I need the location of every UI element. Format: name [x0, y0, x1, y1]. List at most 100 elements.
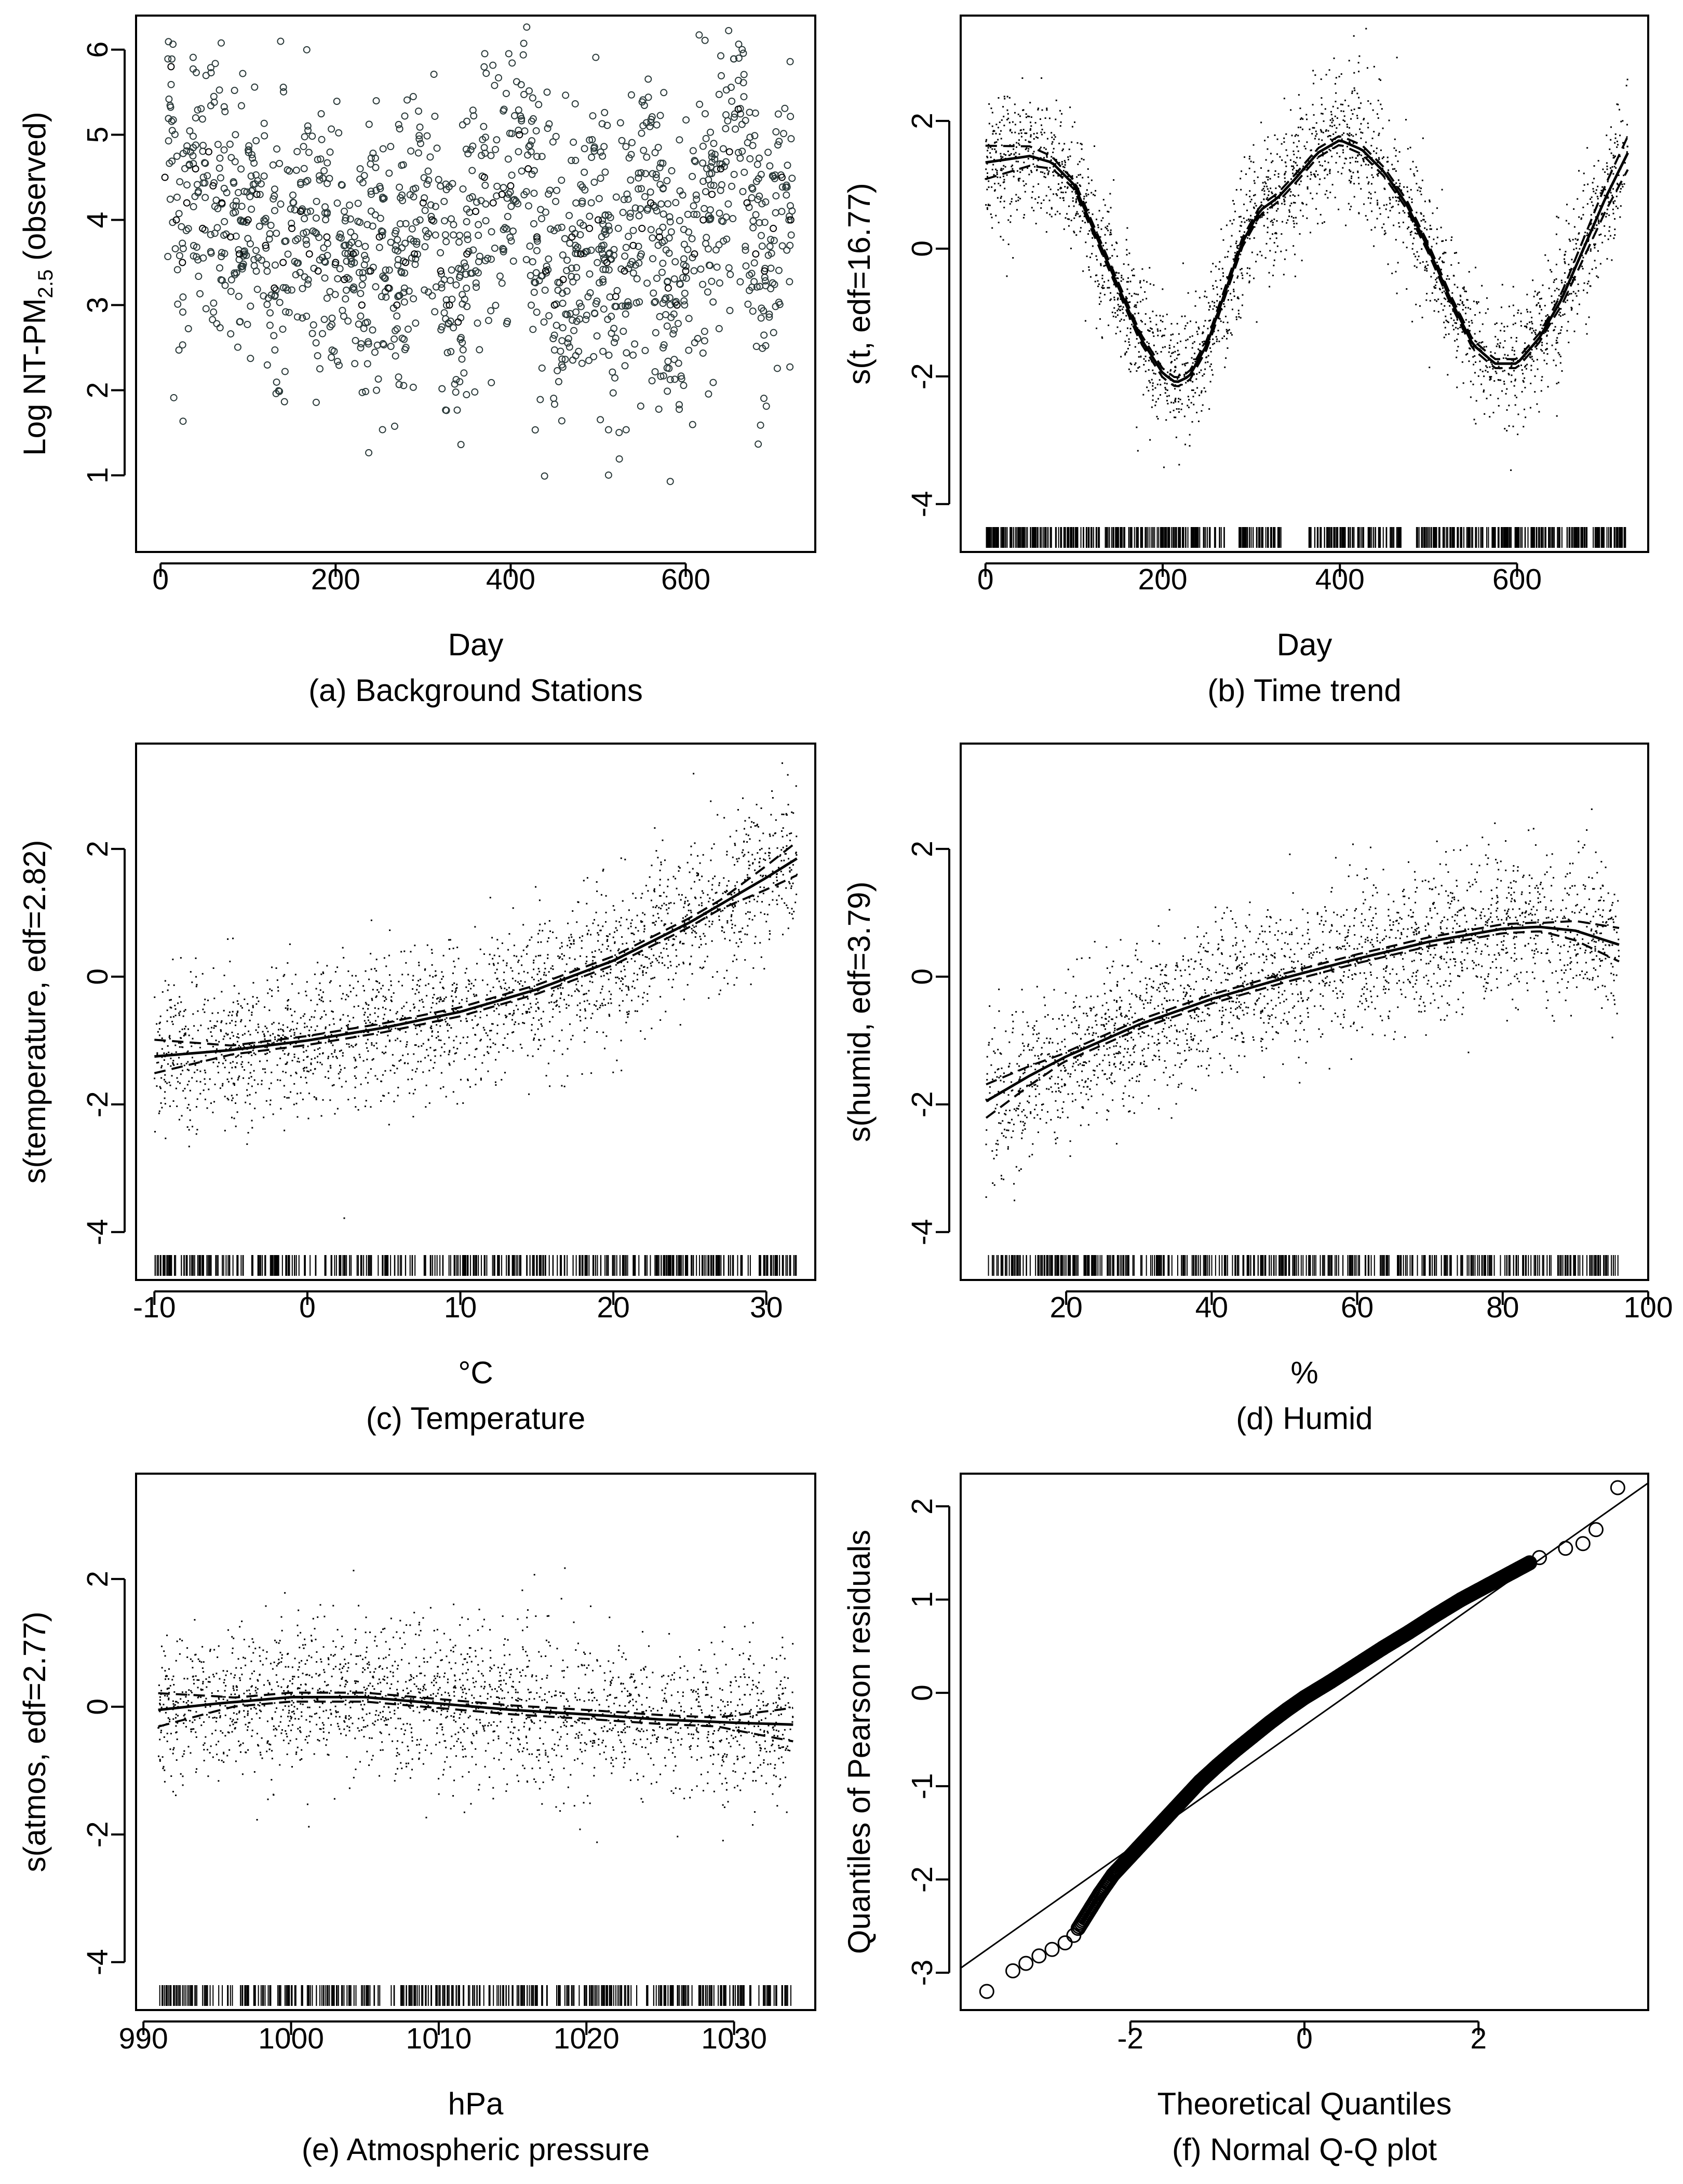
residual-dot [1096, 327, 1098, 329]
residual-dot [1302, 165, 1304, 167]
data-point [740, 168, 748, 176]
residual-dot [1502, 357, 1504, 359]
residual-dot [1011, 131, 1013, 133]
residual-dot [1596, 275, 1598, 277]
residual-dot [1115, 316, 1117, 318]
residual-dot [1048, 170, 1050, 172]
data-point [367, 160, 374, 168]
data-point [324, 159, 331, 167]
residual-dot [586, 877, 588, 879]
data-point [774, 141, 782, 149]
residual-dot [1307, 176, 1309, 178]
residual-dot [537, 990, 539, 992]
residual-dot [1022, 217, 1025, 219]
residual-dot [1416, 233, 1418, 235]
residual-dot [1551, 302, 1553, 304]
residual-dot [1176, 408, 1178, 410]
residual-dot [1420, 213, 1422, 215]
residual-dot [1421, 179, 1423, 181]
data-point [336, 230, 344, 238]
residual-dot [1389, 203, 1391, 205]
residual-dot [1108, 211, 1110, 213]
data-point [244, 320, 251, 328]
data-point [554, 224, 562, 232]
data-point [348, 238, 356, 246]
data-point [423, 132, 431, 140]
residual-dot [1514, 322, 1516, 325]
residual-dot [1053, 138, 1055, 140]
residual-dot [1016, 209, 1018, 211]
data-point [584, 293, 592, 301]
residual-dot [391, 996, 393, 998]
residual-dot [1545, 315, 1547, 317]
data-point [786, 58, 794, 65]
residual-dot [1137, 293, 1139, 295]
residual-dot [1223, 305, 1226, 307]
residual-dot [1031, 171, 1033, 173]
residual-dot [1590, 250, 1592, 252]
residual-dot [1191, 421, 1193, 423]
residual-dot [1473, 419, 1475, 421]
residual-dot [1491, 363, 1493, 365]
residual-dot [1173, 402, 1175, 404]
residual-dot [1335, 161, 1337, 164]
residual-dot [1054, 136, 1056, 138]
data-point [176, 252, 183, 260]
data-point [306, 207, 314, 215]
residual-dot [1177, 354, 1179, 356]
data-point [561, 235, 569, 242]
residual-dot [1583, 289, 1585, 291]
residual-dot [1441, 188, 1443, 191]
residual-dot [1332, 119, 1334, 122]
residual-dot [1178, 373, 1180, 375]
x-tick-label: 30 [750, 1291, 783, 1324]
residual-dot [1138, 342, 1140, 344]
residual-dot [1358, 97, 1360, 99]
data-point [333, 98, 341, 105]
data-point [474, 319, 481, 327]
data-point [192, 165, 199, 173]
data-point [304, 280, 312, 288]
residual-dot [1190, 402, 1192, 404]
residual-dot [1085, 193, 1087, 195]
data-point [256, 191, 264, 198]
residual-dot [1094, 145, 1096, 147]
residual-dot [1232, 258, 1234, 260]
residual-dot [1123, 319, 1125, 321]
residual-dot [1068, 218, 1070, 220]
residual-dot [1356, 92, 1358, 95]
residual-dot [1287, 219, 1289, 221]
residual-dot [994, 189, 996, 191]
data-point [168, 117, 176, 125]
residual-dot [1149, 283, 1151, 285]
residual-dot [1277, 208, 1279, 210]
residual-dot [1238, 216, 1241, 218]
data-point [720, 163, 728, 170]
residual-dot [1088, 182, 1090, 184]
residual-dot [1517, 309, 1519, 312]
residual-dot [1517, 312, 1519, 314]
residual-dot [1054, 213, 1056, 215]
residual-dot [1531, 332, 1533, 334]
residual-dot [1087, 176, 1089, 178]
residual-dot [782, 846, 784, 848]
residual-dot [1202, 332, 1204, 334]
residual-dot [1498, 345, 1500, 347]
data-point [753, 160, 761, 168]
residual-dot [1108, 287, 1110, 289]
data-point [626, 213, 634, 221]
residual-dot [1411, 320, 1413, 322]
data-point [415, 107, 423, 115]
data-point [697, 265, 705, 273]
residual-dot [1043, 157, 1045, 159]
residual-dot [1075, 201, 1077, 204]
residual-dot [1226, 276, 1228, 278]
residual-dot [1326, 190, 1328, 192]
residual-dot [1441, 291, 1443, 293]
data-point [178, 223, 185, 231]
residual-dot [1295, 161, 1297, 164]
residual-dot [1231, 223, 1233, 225]
data-point [335, 129, 343, 137]
residual-dot [1449, 305, 1451, 307]
data-point [658, 268, 666, 276]
